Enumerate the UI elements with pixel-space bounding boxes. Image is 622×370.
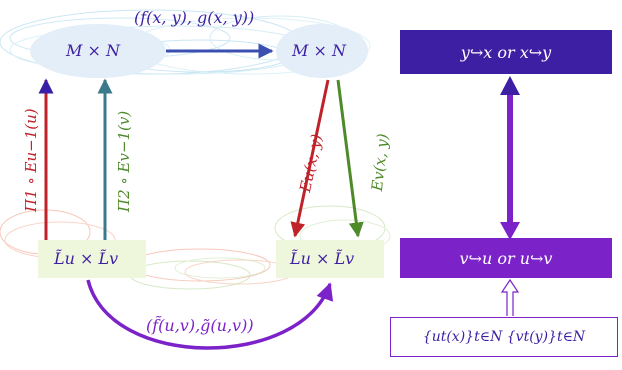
top-edge-label: (f(x, y), g(x, y)) bbox=[134, 8, 255, 27]
top-right-node-label: M × N bbox=[292, 41, 346, 60]
bottom-right-node-shape bbox=[276, 240, 384, 278]
sequence-box: {ut(x)}t∈N {vt(y)}t∈N bbox=[390, 317, 618, 357]
bottom-right-node-label: L̃u × L̃v bbox=[290, 249, 355, 268]
right-red-arrow bbox=[290, 79, 330, 238]
bottom-edge-label: (f̃(u,v),g̃(u,v)) bbox=[146, 316, 254, 335]
left-red-edge-label: Π1 ∘ Eu−1(u) bbox=[22, 108, 40, 212]
top-left-node-label: M × N bbox=[66, 41, 120, 60]
left-teal-edge-label: Π2 ∘ Ev−1(v) bbox=[115, 110, 133, 212]
hollow-up-arrow bbox=[500, 278, 520, 316]
bottom-curved-arrow bbox=[86, 279, 334, 350]
double-arrow-head-up bbox=[500, 76, 520, 95]
bottom-left-node-label: L̃u × L̃v bbox=[54, 249, 119, 268]
top-left-node-shape bbox=[30, 24, 166, 78]
double-arrow-head-down bbox=[500, 222, 520, 240]
top-right-node-shape bbox=[276, 24, 368, 78]
right-green-arrow bbox=[336, 79, 364, 238]
middle-embedding-box: v↪u or u↪v bbox=[400, 238, 612, 278]
bottom-left-node-shape bbox=[38, 240, 146, 278]
top-embedding-box: y↪x or x↪y bbox=[400, 30, 612, 74]
